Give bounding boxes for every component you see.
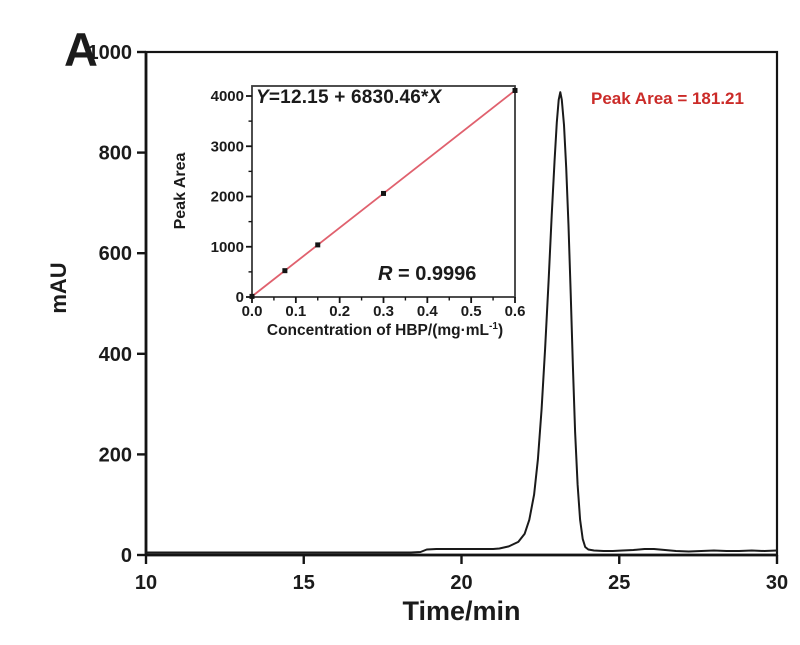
panel-label: A xyxy=(64,23,99,76)
calibration-data-point xyxy=(381,190,386,196)
inset-x-label-prefix: Concentration of HBP/(mg·mL xyxy=(266,322,490,340)
main-y-tick-label: 0 xyxy=(121,545,132,567)
main-x-tick-label: 30 xyxy=(766,572,788,594)
inset-y-tick-label: 4000 xyxy=(211,88,244,105)
main-y-tick-label: 800 xyxy=(99,143,132,165)
inset-x-tick-label: 0.5 xyxy=(461,303,482,320)
inset-y-tick-label: 0 xyxy=(236,289,244,306)
main-y-tick-label: 200 xyxy=(99,444,132,466)
inset-x-tick-label: 0.4 xyxy=(417,303,439,320)
inset-x-tick-label: 0.2 xyxy=(329,303,350,320)
inset-y-axis-label: Peak Area xyxy=(172,152,189,230)
inset-x-tick-label: 0.1 xyxy=(285,303,306,320)
main-x-tick-label: 15 xyxy=(293,572,315,594)
inset-y-tick-label: 1000 xyxy=(211,239,244,256)
calibration-equation: Y=12.15 + 6830.46*X xyxy=(256,87,442,109)
calibration-data-point xyxy=(249,293,255,299)
inset-x-tick-label: 0.0 xyxy=(242,303,263,320)
correlation-coefficient: R = 0.9996 xyxy=(378,263,476,286)
inset-y-tick-label: 3000 xyxy=(211,138,244,155)
calibration-data-point xyxy=(282,268,288,274)
inset-x-tick-label: 0.6 xyxy=(505,303,526,320)
calibration-data-point xyxy=(512,87,518,93)
r-variable: R xyxy=(378,263,393,285)
main-x-tick-label: 20 xyxy=(450,572,472,594)
chromatogram-trace xyxy=(145,91,778,554)
inset-x-tick-label: 0.3 xyxy=(373,303,394,320)
inset-y-tick-label: 2000 xyxy=(211,189,244,206)
main-y-tick-label: 600 xyxy=(99,243,132,265)
main-x-tick-label: 10 xyxy=(135,572,157,594)
equation-x-variable: X xyxy=(428,87,442,108)
inset-x-axis-label: Concentration of HBP/(mg·mL-1) xyxy=(237,321,533,340)
r-value: = 0.9996 xyxy=(392,263,477,285)
peak-area-annotation: Peak Area = 181.21 xyxy=(591,89,744,108)
main-y-axis-label: mAU xyxy=(46,262,71,314)
main-x-tick-label: 25 xyxy=(608,572,630,594)
inset-x-label-superscript: -1 xyxy=(489,321,498,332)
main-x-axis-label: Time/min xyxy=(402,596,521,626)
inset-x-label-suffix: ) xyxy=(497,322,504,340)
calibration-data-point xyxy=(315,242,321,248)
equation-y-variable: Y xyxy=(256,87,269,108)
equation-body: =12.15 + 6830.46* xyxy=(268,87,429,108)
main-y-tick-label: 1000 xyxy=(88,42,133,64)
main-y-tick-label: 400 xyxy=(99,344,132,366)
